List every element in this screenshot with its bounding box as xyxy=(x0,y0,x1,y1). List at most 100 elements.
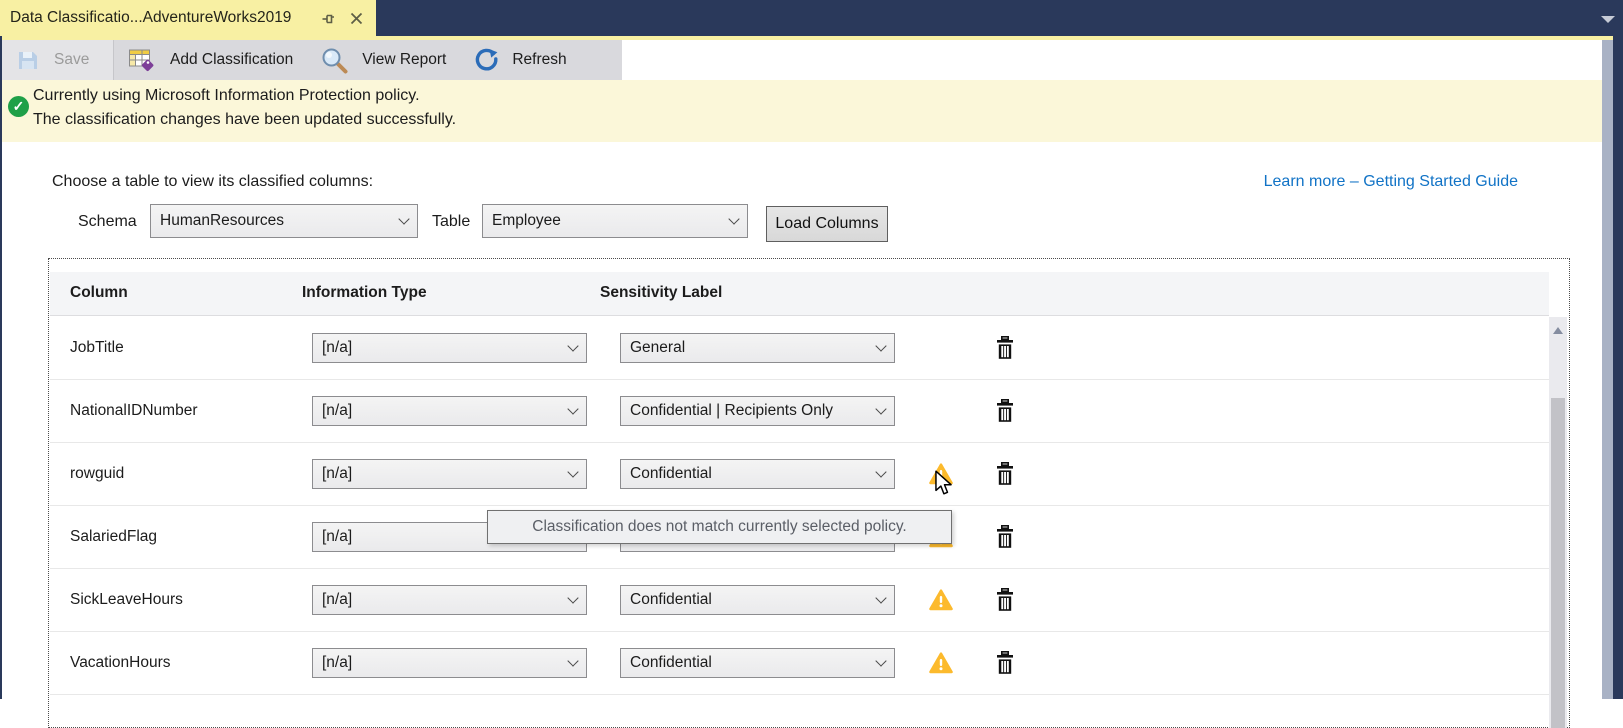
chevron-down-icon xyxy=(398,213,410,225)
chevron-down-icon xyxy=(567,655,579,667)
info-type-value: [n/a] xyxy=(322,591,353,608)
sensitivity-value: General xyxy=(630,339,686,356)
main-content: Choose a table to view its classified co… xyxy=(0,142,1602,728)
schema-select[interactable]: HumanResources xyxy=(150,204,418,238)
row-column-name: SalariedFlag xyxy=(70,528,158,545)
magnifier-icon xyxy=(322,48,348,73)
delete-icon[interactable] xyxy=(995,399,1015,423)
table-label: Table xyxy=(432,213,471,230)
sensitivity-value: Confidential xyxy=(630,654,712,671)
schema-label: Schema xyxy=(78,213,137,230)
sensitivity-label-select[interactable]: Confidential | Recipients Only xyxy=(620,396,895,426)
sensitivity-value: Confidential | Recipients Only xyxy=(630,402,834,419)
active-tab-underline xyxy=(0,36,1613,40)
delete-icon[interactable] xyxy=(995,525,1015,549)
document-scrollbar[interactable] xyxy=(1602,40,1613,699)
table-value: Employee xyxy=(492,212,561,229)
view-report-label: View Report xyxy=(362,51,447,68)
grid-header: Column Information Type Sensitivity Labe… xyxy=(50,272,1549,316)
pin-icon[interactable] xyxy=(318,8,338,28)
mouse-cursor xyxy=(934,470,954,496)
add-classification-icon xyxy=(129,49,154,72)
row-column-name: SickLeaveHours xyxy=(70,591,183,608)
document-tab-bar: Data Classificatio...AdventureWorks2019 xyxy=(0,0,1623,36)
scrollbar-thumb[interactable] xyxy=(1551,398,1565,728)
information-type-select[interactable]: [n/a] xyxy=(312,396,587,426)
grid-rows: JobTitle [n/a] General xyxy=(50,317,1550,695)
table-select[interactable]: Employee xyxy=(482,204,748,238)
table-row: JobTitle [n/a] General xyxy=(50,317,1550,380)
tab-title: Data Classificatio...AdventureWorks2019 xyxy=(10,9,292,26)
header-sensitivity-label: Sensitivity Label xyxy=(600,284,723,301)
banner-line2: The classification changes have been upd… xyxy=(33,111,457,128)
load-columns-button[interactable]: Load Columns xyxy=(766,206,888,242)
tooltip-text: Classification does not match currently … xyxy=(532,518,907,535)
warning-icon[interactable] xyxy=(929,589,953,611)
header-column: Column xyxy=(70,284,128,301)
warning-icon[interactable] xyxy=(929,652,953,674)
add-classification-button[interactable]: Add Classification xyxy=(114,40,307,80)
save-icon xyxy=(19,52,37,69)
delete-icon[interactable] xyxy=(995,588,1015,612)
window-edge xyxy=(1613,36,1623,699)
info-type-value: [n/a] xyxy=(322,339,353,356)
toolbar: Save Add Classification View Report Refr… xyxy=(2,40,622,80)
status-banner: ✓ Currently using Microsoft Information … xyxy=(2,80,1602,142)
delete-icon[interactable] xyxy=(995,651,1015,675)
refresh-icon xyxy=(476,48,498,71)
view-report-button[interactable]: View Report xyxy=(307,40,460,80)
refresh-label: Refresh xyxy=(512,51,567,68)
add-classification-label: Add Classification xyxy=(170,51,294,68)
information-type-select[interactable]: [n/a] xyxy=(312,459,587,489)
save-button[interactable]: Save xyxy=(2,40,114,80)
sensitivity-label-select[interactable]: Confidential xyxy=(620,459,895,489)
chevron-down-icon xyxy=(567,592,579,604)
chevron-down-icon xyxy=(875,592,887,604)
policy-mismatch-tooltip: Classification does not match currently … xyxy=(487,510,952,544)
sensitivity-value: Confidential xyxy=(630,465,712,482)
header-information-type: Information Type xyxy=(302,284,427,301)
row-column-name: JobTitle xyxy=(70,339,124,356)
info-type-value: [n/a] xyxy=(322,402,353,419)
load-columns-label: Load Columns xyxy=(775,215,879,232)
information-type-select[interactable]: [n/a] xyxy=(312,648,587,678)
learn-more-link[interactable]: Learn more – Getting Started Guide xyxy=(1263,173,1518,190)
chevron-down-icon[interactable] xyxy=(1601,16,1615,23)
chevron-down-icon xyxy=(875,655,887,667)
scroll-up-icon[interactable] xyxy=(1553,327,1563,334)
schema-value: HumanResources xyxy=(160,212,285,229)
close-icon[interactable] xyxy=(346,8,366,28)
chevron-down-icon xyxy=(567,466,579,478)
table-row: SickLeaveHours [n/a] Confidential xyxy=(50,569,1550,632)
row-column-name: NationalIDNumber xyxy=(70,402,198,419)
table-row: NationalIDNumber [n/a] Confidential | Re… xyxy=(50,380,1550,443)
tab-data-classification[interactable]: Data Classificatio...AdventureWorks2019 xyxy=(0,0,376,36)
sensitivity-value: Confidential xyxy=(630,591,712,608)
delete-icon[interactable] xyxy=(995,462,1015,486)
sensitivity-label-select[interactable]: Confidential xyxy=(620,648,895,678)
sensitivity-label-select[interactable]: Confidential xyxy=(620,585,895,615)
chevron-down-icon xyxy=(875,466,887,478)
table-row: rowguid [n/a] Confidential xyxy=(50,443,1550,506)
table-row: VacationHours [n/a] Confidential xyxy=(50,632,1550,695)
information-type-select[interactable]: [n/a] xyxy=(312,333,587,363)
banner-line1: Currently using Microsoft Information Pr… xyxy=(33,87,420,104)
row-column-name: rowguid xyxy=(70,465,125,482)
sensitivity-label-select[interactable]: General xyxy=(620,333,895,363)
information-type-select[interactable]: [n/a] xyxy=(312,585,587,615)
info-type-value: [n/a] xyxy=(322,654,353,671)
refresh-button[interactable]: Refresh xyxy=(460,40,580,80)
chevron-down-icon xyxy=(567,340,579,352)
success-check-icon: ✓ xyxy=(8,96,29,117)
choose-table-label: Choose a table to view its classified co… xyxy=(52,173,374,190)
info-type-value: [n/a] xyxy=(322,465,353,482)
classification-panel: Column Information Type Sensitivity Labe… xyxy=(48,258,1570,728)
delete-icon[interactable] xyxy=(995,336,1015,360)
info-type-value: [n/a] xyxy=(322,528,353,545)
save-label: Save xyxy=(54,51,90,68)
chevron-down-icon xyxy=(567,403,579,415)
chevron-down-icon xyxy=(875,403,887,415)
row-column-name: VacationHours xyxy=(70,654,171,671)
window-edge xyxy=(0,36,2,699)
panel-scrollbar[interactable] xyxy=(1549,317,1567,728)
